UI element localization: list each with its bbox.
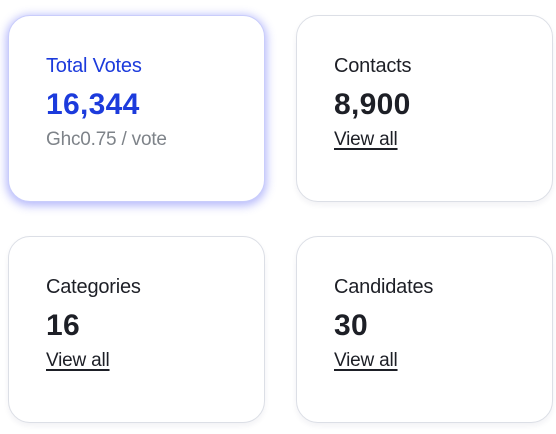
candidates-label: Candidates bbox=[334, 276, 434, 298]
candidates-card: Candidates 30 View all bbox=[296, 236, 553, 423]
contacts-label: Contacts bbox=[334, 55, 412, 77]
total-votes-label: Total Votes bbox=[46, 55, 142, 77]
total-votes-card: Total Votes 16,344 Ghc0.75 / vote bbox=[8, 15, 265, 202]
contacts-card: Contacts 8,900 View all bbox=[296, 15, 553, 202]
categories-view-all-link[interactable]: View all bbox=[46, 350, 110, 371]
categories-value: 16 bbox=[46, 309, 80, 342]
contacts-view-all-link[interactable]: View all bbox=[334, 129, 398, 150]
categories-card: Categories 16 View all bbox=[8, 236, 265, 423]
price-per-vote: Ghc0.75 / vote bbox=[46, 129, 167, 150]
categories-label: Categories bbox=[46, 276, 141, 298]
candidates-view-all-link[interactable]: View all bbox=[334, 350, 398, 371]
total-votes-value: 16,344 bbox=[46, 88, 140, 121]
contacts-value: 8,900 bbox=[334, 88, 411, 121]
candidates-value: 30 bbox=[334, 309, 368, 342]
